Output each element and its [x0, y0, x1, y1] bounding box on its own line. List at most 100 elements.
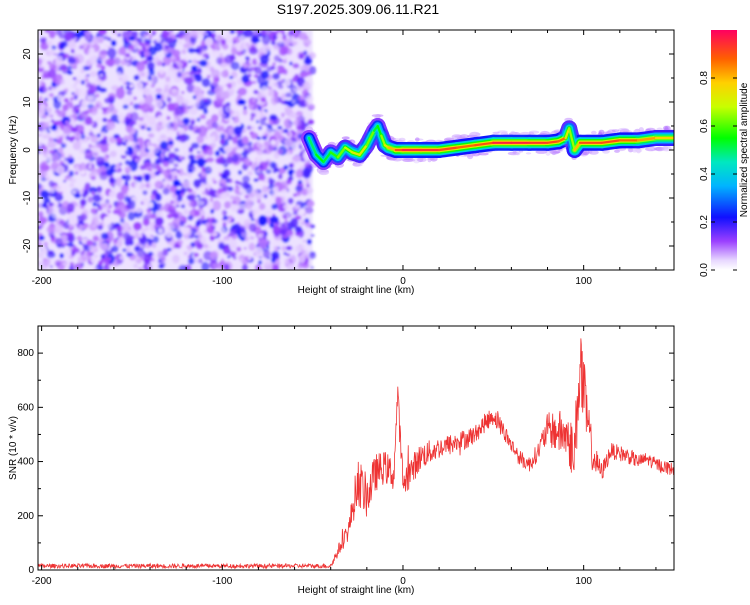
noise-blob: [183, 251, 188, 256]
noise-blob: [116, 191, 125, 201]
noise-blob: [161, 62, 166, 67]
noise-blob: [158, 263, 165, 269]
noise-blob: [143, 173, 151, 182]
noise-blob: [173, 245, 178, 249]
noise-blob: [66, 84, 75, 91]
noise-blob: [278, 58, 283, 63]
noise-blob: [38, 32, 42, 37]
noise-blob: [249, 236, 255, 240]
noise-blob: [257, 106, 262, 111]
noise-blob: [282, 215, 287, 219]
noise-blob: [155, 87, 163, 93]
noise-blob: [91, 35, 100, 45]
noise-blob: [75, 30, 84, 39]
noise-blob: [80, 70, 85, 74]
noise-blob: [133, 74, 140, 81]
noise-blob: [74, 206, 81, 215]
noise-blob: [183, 208, 189, 216]
chart-title: S197.2025.309.06.11.R21: [277, 1, 440, 17]
noise-blob: [257, 125, 263, 131]
noise-blob: [46, 226, 54, 234]
noise-blob: [76, 191, 80, 194]
noise-blob: [219, 53, 224, 58]
spectrogram-x-ticks: -200 -100 0 100: [32, 30, 657, 287]
noise-blob: [63, 222, 69, 230]
noise-blob: [216, 56, 223, 65]
noise-blob: [263, 194, 268, 199]
noise-blob: [236, 46, 241, 52]
noise-blob: [60, 63, 68, 71]
noise-blob: [277, 148, 284, 155]
noise-blob: [305, 42, 310, 48]
noise-blob: [255, 142, 261, 148]
ridge-segment: [358, 144, 368, 156]
noise-blob: [304, 206, 314, 214]
noise-blob: [172, 254, 180, 264]
noise-blob: [194, 73, 203, 83]
noise-blob: [252, 97, 257, 103]
noise-blob: [274, 149, 279, 154]
noise-blob: [241, 74, 250, 84]
noise-blob: [69, 97, 74, 102]
y-tick-label: 0: [28, 565, 34, 576]
noise-blob: [165, 231, 173, 239]
noise-blob: [217, 187, 224, 195]
noise-blob: [224, 201, 231, 209]
noise-blob: [271, 251, 280, 260]
noise-blob: [276, 259, 280, 263]
noise-blob: [52, 212, 59, 219]
noise-blob: [231, 154, 239, 163]
noise-blob: [258, 260, 263, 265]
noise-blob: [51, 86, 57, 91]
noise-blob: [274, 44, 280, 50]
noise-blob: [296, 116, 300, 121]
noise-blob: [48, 206, 53, 210]
noise-blob: [128, 36, 135, 41]
noise-blob: [100, 199, 110, 210]
noise-blob: [47, 209, 54, 217]
noise-blob: [38, 241, 43, 248]
ridge-halo: [664, 125, 671, 132]
noise-blob: [86, 108, 93, 114]
noise-blob: [97, 133, 101, 138]
noise-blob: [271, 203, 278, 210]
noise-blob: [233, 262, 242, 270]
noise-blob: [91, 213, 100, 221]
noise-blob: [92, 194, 102, 202]
noise-blob: [48, 137, 54, 142]
noise-blob: [90, 136, 98, 143]
noise-blob: [93, 266, 99, 270]
noise-blob: [45, 30, 50, 33]
ridge-halo: [551, 149, 557, 156]
noise-blob: [149, 56, 153, 60]
noise-blob: [308, 52, 317, 60]
ridge-segment: [322, 151, 332, 164]
ridge-halo: [416, 157, 427, 162]
noise-blob: [47, 140, 57, 149]
noise-blob: [223, 145, 232, 154]
noise-blob: [295, 110, 303, 117]
snr-y-axis-label: SNR (10 * v/v): [8, 416, 19, 480]
noise-blob: [154, 42, 163, 52]
noise-blob: [294, 36, 298, 39]
noise-blob: [210, 208, 215, 214]
noise-blob: [201, 261, 210, 270]
noise-blob: [104, 97, 113, 104]
noise-blob: [295, 185, 303, 192]
noise-blob: [227, 82, 233, 89]
noise-blob: [203, 243, 209, 249]
noise-blob: [229, 228, 237, 236]
noise-blob: [57, 94, 64, 103]
noise-blob: [270, 40, 276, 46]
noise-blob: [183, 33, 192, 43]
noise-blob: [48, 191, 53, 198]
noise-blob: [88, 143, 93, 149]
noise-blob: [251, 209, 259, 216]
noise-blob: [41, 247, 48, 255]
noise-blob: [192, 59, 198, 64]
noise-blob: [62, 104, 69, 112]
noise-blob: [229, 251, 237, 257]
noise-blob: [96, 57, 101, 62]
noise-blob: [298, 254, 306, 263]
